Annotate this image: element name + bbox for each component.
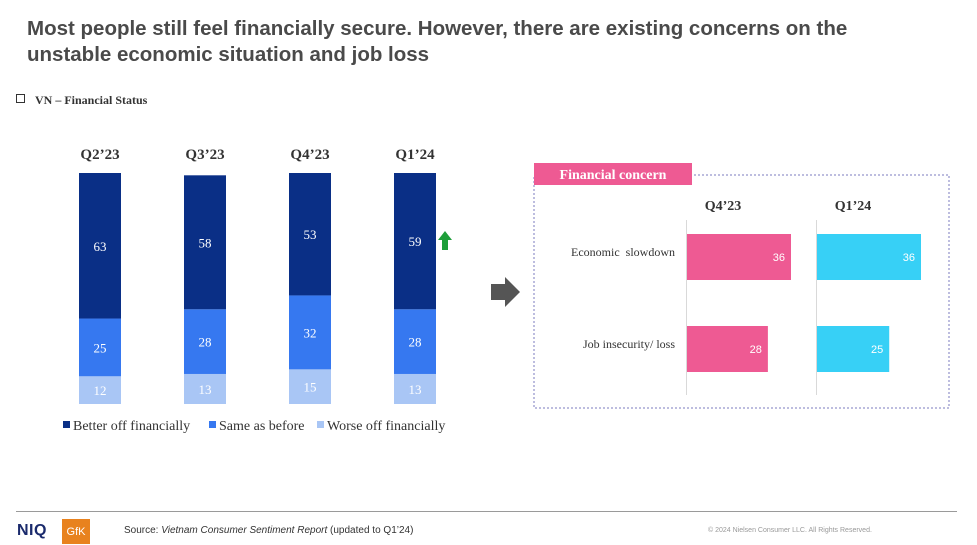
series-header: Q1’24 (835, 199, 872, 214)
concern-bar (687, 326, 768, 372)
data-label: 63 (94, 239, 107, 254)
data-label: 36 (903, 252, 915, 264)
bar-segment (79, 318, 121, 377)
up-arrow-icon (438, 231, 452, 250)
data-label: 28 (199, 335, 212, 350)
checkbox-bullet-icon (16, 94, 25, 103)
right-arrow-icon (491, 277, 520, 307)
gfk-logo: GfK (62, 519, 90, 544)
legend-label: Better off financially (73, 419, 190, 434)
copyright: © 2024 Nielsen Consumer LLC. All Rights … (708, 527, 872, 534)
data-label: 12 (94, 383, 107, 398)
series-header: Q4’23 (705, 199, 742, 214)
bar-segment (394, 373, 436, 404)
concern-bar (817, 326, 890, 372)
bar-segment (289, 295, 331, 370)
category-label: Q1’24 (395, 147, 435, 163)
bar-segment (289, 369, 331, 404)
legend-label: Same as before (219, 419, 305, 434)
source-report: Vietnam Consumer Sentiment Report (161, 525, 328, 536)
data-label: 32 (304, 325, 317, 340)
category-label: Q3’23 (185, 147, 224, 163)
legend-swatch (317, 421, 324, 428)
bar-segment (79, 376, 121, 404)
legend-label: Worse off financially (327, 419, 445, 434)
bar-segment (79, 173, 121, 319)
data-label: 15 (304, 380, 317, 395)
data-label: 58 (199, 235, 212, 250)
subtitle-text: VN – Financial Status (35, 93, 148, 107)
data-label: 36 (773, 252, 785, 264)
bar-segment (289, 173, 331, 296)
data-label: 25 (871, 344, 883, 356)
concern-bar (687, 234, 791, 280)
concern-title-bg (534, 163, 692, 185)
concern-title: Financial concern (560, 168, 667, 183)
niq-logo: NIQ (17, 522, 47, 539)
concern-category-label: Job insecurity/ loss (583, 337, 675, 351)
legend-swatch (63, 421, 70, 428)
data-label: 25 (94, 340, 107, 355)
source-note: Source: Vietnam Consumer Sentiment Repor… (124, 525, 414, 536)
category-label: Q4’23 (290, 147, 329, 163)
data-label: 28 (409, 335, 422, 350)
bar-segment (184, 373, 226, 404)
footer-divider (16, 511, 957, 512)
legend-swatch (209, 421, 216, 428)
chart-subtitle: VN – Financial Status (16, 93, 147, 108)
concern-category-label: Economic slowdown (571, 245, 675, 259)
data-label: 13 (199, 382, 212, 397)
data-label: 59 (409, 234, 422, 249)
data-label: 53 (304, 227, 317, 242)
concern-panel-border (533, 174, 950, 409)
data-label: 28 (750, 344, 762, 356)
concern-bar (817, 234, 921, 280)
bar-segment (184, 175, 226, 310)
bar-segment (394, 309, 436, 374)
bar-segment (394, 173, 436, 310)
bar-segment (184, 309, 226, 374)
data-label: 13 (409, 382, 422, 397)
category-label: Q2’23 (80, 147, 119, 163)
page-title: Most people still feel financially secur… (27, 17, 848, 66)
